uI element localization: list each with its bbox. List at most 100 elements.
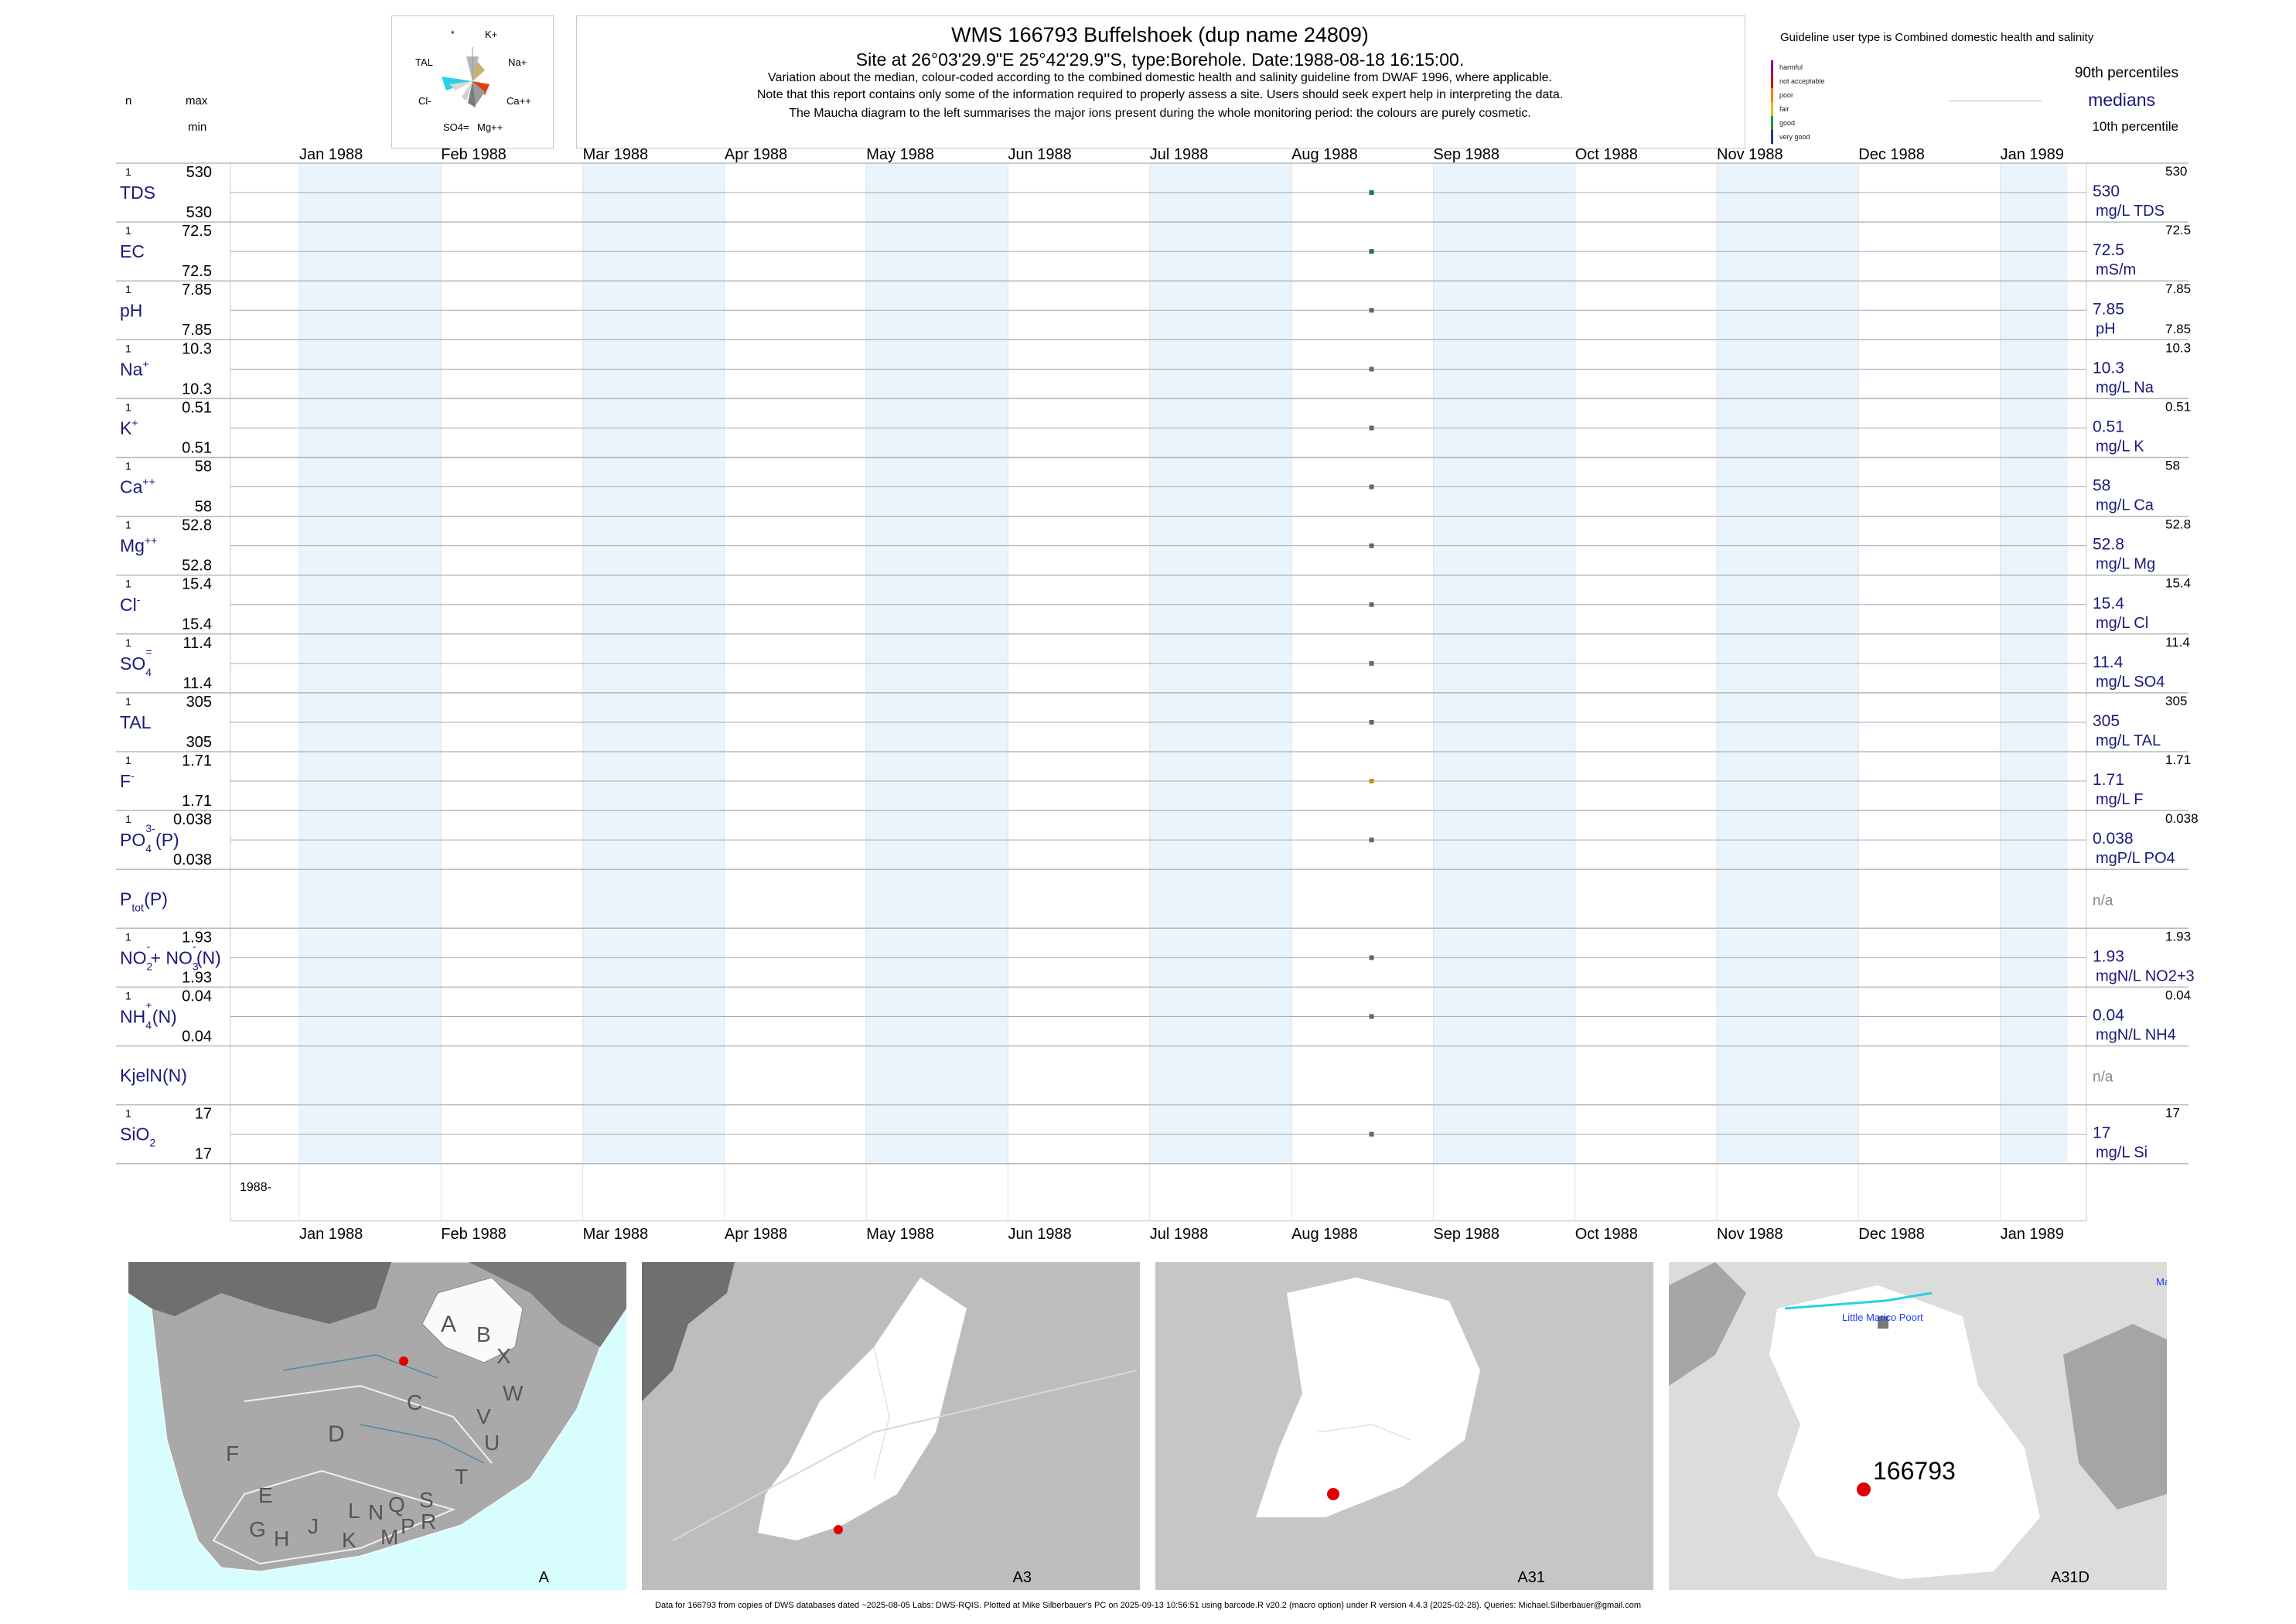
right-p90: 1.71 — [2165, 752, 2191, 767]
right-median: 0.04 — [2093, 1006, 2124, 1024]
legend-swatch-very-good — [1771, 130, 1773, 144]
right-median: 10.3 — [2093, 359, 2124, 377]
right-median: 0.51 — [2093, 418, 2124, 435]
region-F: F — [226, 1441, 240, 1465]
maucha-label-mg: Mg++ — [477, 121, 503, 133]
right-unit: pH — [2096, 320, 2116, 337]
data-point — [1369, 308, 1374, 313]
right-p90: 11.4 — [2165, 635, 2190, 650]
data-point — [1369, 660, 1374, 666]
param-label: K+ — [120, 416, 138, 438]
row-n: 1 — [125, 460, 131, 473]
data-point — [1369, 838, 1374, 843]
row-n: 1 — [125, 695, 131, 708]
row-n: 1 — [125, 401, 131, 413]
x-tick-label-bottom: Jun 1988 — [1008, 1226, 1072, 1243]
note-maucha: The Maucha diagram to the left summarise… — [789, 107, 1531, 120]
x-tick-label-top: Mar 1988 — [583, 146, 649, 163]
guideline-title: Guideline user type is Combined domestic… — [1780, 31, 2094, 44]
data-point — [1369, 425, 1374, 431]
page-title: WMS 166793 Buffelshoek (dup name 24809) — [951, 23, 1369, 46]
maucha-label-star: * — [451, 29, 455, 39]
row-max: 0.038 — [173, 811, 212, 828]
row-n: 1 — [125, 283, 131, 295]
row-min: 1.93 — [182, 969, 212, 986]
right-unit: mg/L F — [2096, 791, 2144, 808]
row-max: 52.8 — [182, 517, 212, 534]
region-R: R — [421, 1510, 437, 1534]
row-n: 1 — [125, 342, 131, 354]
right-p90: 7.85 — [2165, 281, 2191, 296]
x-tick-label-bottom: Apr 1988 — [725, 1226, 787, 1243]
data-point — [1369, 249, 1374, 254]
col-max-label: max — [186, 94, 208, 107]
x-tick-label-top: May 1988 — [866, 146, 934, 163]
row-n: 1 — [125, 519, 131, 531]
note-expert: Note that this report contains only some… — [756, 88, 1564, 101]
data-point — [1369, 719, 1374, 725]
row-max: 11.4 — [183, 635, 212, 652]
right-p90: 530 — [2165, 164, 2187, 179]
row-min: 0.51 — [182, 439, 212, 456]
legend-label-fair: fair — [1779, 105, 1789, 113]
region-G: G — [249, 1517, 266, 1541]
maucha-label-tal: TAL — [415, 56, 433, 68]
data-point — [1369, 367, 1374, 372]
x-tick-label-bottom: Feb 1988 — [441, 1226, 507, 1243]
row-n: 1 — [125, 930, 131, 943]
footer: Data for 166793 from copies of DWS datab… — [655, 1601, 1641, 1610]
maucha-diagram — [442, 47, 490, 107]
region-M: M — [380, 1525, 399, 1549]
legend-swatch-fair — [1771, 102, 1773, 116]
x-tick-label-top: Nov 1988 — [1717, 146, 1783, 163]
x-tick-label-top: Jun 1988 — [1008, 146, 1072, 163]
row-max: 1.71 — [182, 752, 212, 769]
data-point — [1369, 190, 1374, 196]
right-unit: mg/L TAL — [2096, 732, 2161, 749]
right-p10: 7.85 — [2165, 322, 2191, 336]
map-a31d: Little Marico Poort Ma 166793 A31D — [1669, 1262, 2167, 1590]
row-max: 0.04 — [182, 988, 212, 1005]
row-max: 0.51 — [182, 399, 212, 416]
title-box — [576, 15, 1745, 148]
map1-label: A — [538, 1569, 549, 1586]
col-n-label: n — [125, 94, 132, 107]
place-ma: Ma — [2156, 1276, 2167, 1288]
right-median-na: n/a — [2093, 892, 2113, 909]
row-max: 7.85 — [182, 281, 212, 299]
row-min: 1.71 — [182, 793, 212, 810]
x-tick-label-bottom: Oct 1988 — [1575, 1226, 1638, 1243]
row-min: 305 — [186, 734, 212, 751]
legend-medians: medians — [2088, 90, 2155, 110]
x-tick-label-bottom: Mar 1988 — [583, 1226, 649, 1243]
row-n: 1 — [125, 165, 131, 178]
x-tick-label-bottom: Dec 1988 — [1858, 1226, 1925, 1243]
region-W: W — [503, 1381, 524, 1405]
right-unit: mg/L Si — [2096, 1145, 2148, 1162]
region-L: L — [348, 1499, 360, 1523]
data-point — [1369, 779, 1374, 784]
right-unit: mg/L Cl — [2096, 615, 2148, 632]
maucha-label-k: K+ — [485, 29, 498, 40]
row-max: 10.3 — [182, 340, 212, 357]
right-median: 72.5 — [2093, 241, 2124, 259]
region-K: K — [342, 1528, 357, 1552]
row-max: 58 — [195, 459, 212, 476]
region-E: E — [258, 1483, 273, 1507]
x-tick-label-bottom: Jan 1988 — [299, 1226, 363, 1243]
legend-swatch-harmful — [1771, 60, 1773, 74]
row-max: 1.93 — [182, 929, 212, 946]
map2-label: A3 — [1012, 1569, 1032, 1586]
region-B: B — [476, 1322, 491, 1346]
param-label: Na+ — [120, 357, 149, 379]
row-min: 72.5 — [182, 263, 212, 280]
right-p90: 17 — [2165, 1106, 2180, 1121]
site-label: 166793 — [1873, 1457, 1956, 1485]
x-tick-label-top: Aug 1988 — [1291, 146, 1358, 163]
right-median: 305 — [2093, 712, 2120, 730]
right-median: 7.85 — [2093, 300, 2124, 318]
x-tick-label-top: Sep 1988 — [1433, 146, 1499, 163]
right-median-na: n/a — [2093, 1070, 2113, 1086]
x-tick-label-bottom: May 1988 — [866, 1226, 934, 1243]
right-unit: mgP/L PO4 — [2096, 850, 2175, 867]
